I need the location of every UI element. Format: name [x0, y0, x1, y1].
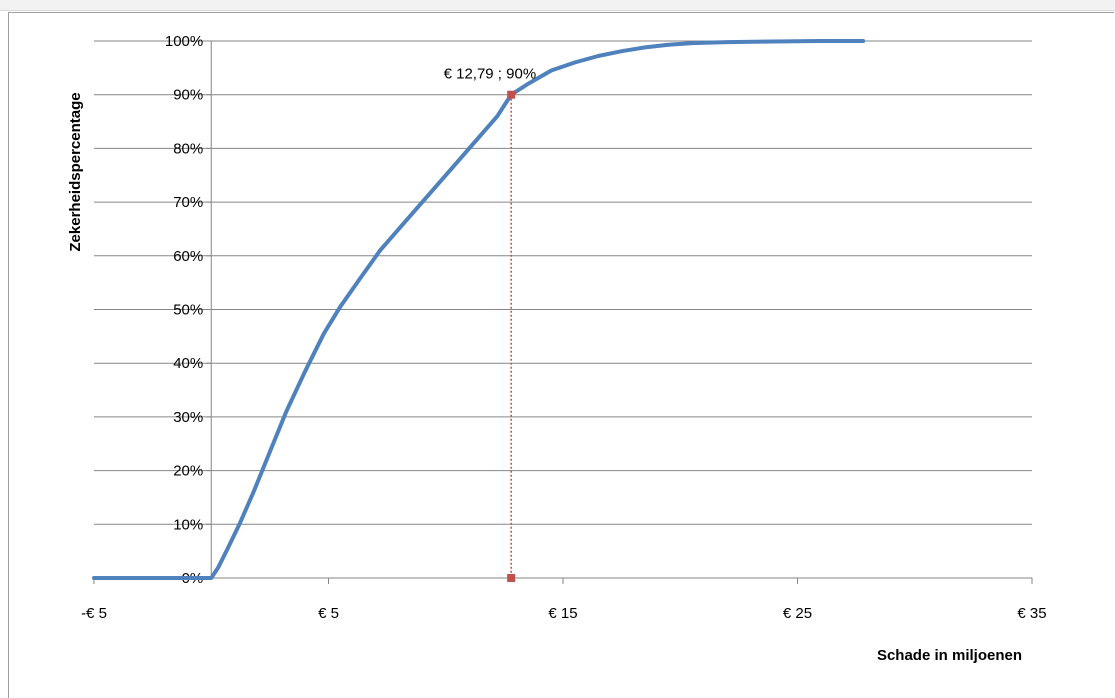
- y-tick-label: 70%: [173, 194, 203, 211]
- series-group: [92, 39, 866, 580]
- x-axis-title: Schade in miljoenen: [877, 647, 1022, 664]
- x-tick-label: € 5: [318, 605, 339, 622]
- chart-area: [8, 12, 1114, 698]
- y-tick-labels: 0%10%20%30%40%50%60%70%80%90%100%: [165, 33, 203, 587]
- y-tick-label: 30%: [173, 409, 203, 426]
- x-tick-label: € 35: [1017, 605, 1046, 622]
- x-tick-label: € 15: [548, 605, 577, 622]
- marker-point-axis: [507, 574, 516, 582]
- y-tick-label: 90%: [173, 87, 203, 104]
- gridlines: [94, 40, 1032, 525]
- x-tick-label: € 25: [783, 605, 812, 622]
- y-tick-label: 10%: [173, 516, 203, 533]
- top-strip: [0, 0, 1115, 11]
- x-tick-labels: -€ 5 € 5 € 15 € 25 € 35: [81, 605, 1047, 622]
- y-tick-label: 50%: [173, 302, 203, 319]
- y-tick-label: 60%: [173, 248, 203, 265]
- marker-point-curve: [507, 90, 516, 99]
- y-axis-title: Zekerheidspercentage: [67, 92, 84, 251]
- y-tick-label: 80%: [173, 140, 203, 157]
- y-tick-label: 100%: [165, 33, 203, 50]
- marker-label: € 12,79 ; 90%: [444, 66, 537, 83]
- y-tick-label: 20%: [173, 463, 203, 480]
- y-tick-label: 40%: [173, 355, 203, 372]
- cdf-series-line: [92, 39, 866, 580]
- x-tick-label: -€ 5: [81, 605, 107, 622]
- axes: [93, 40, 1033, 584]
- marker-group: € 12,79 ; 90%: [444, 66, 537, 582]
